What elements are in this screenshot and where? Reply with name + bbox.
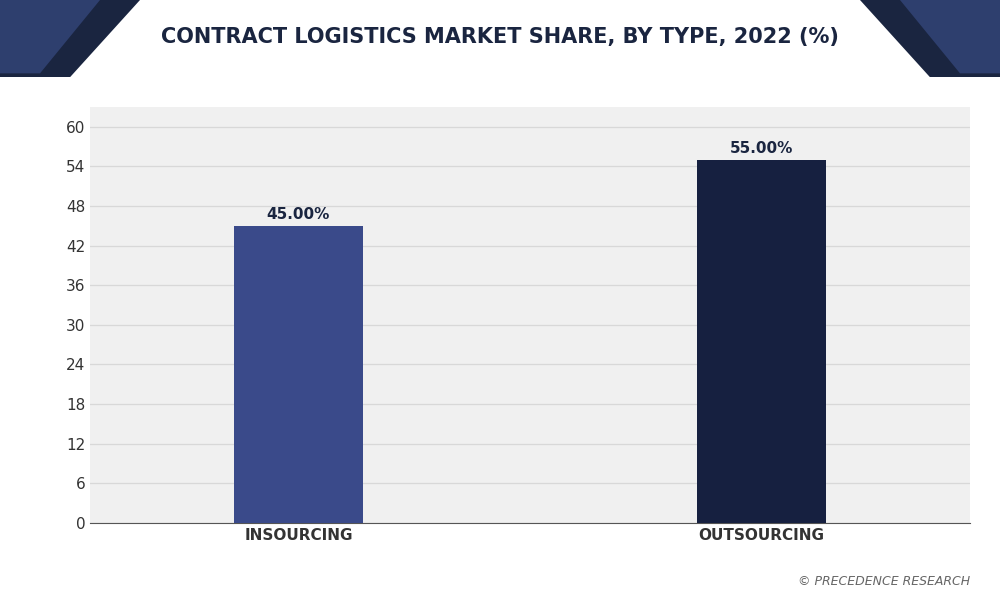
Polygon shape	[0, 0, 140, 77]
Polygon shape	[900, 0, 1000, 74]
Bar	[697, 160, 826, 523]
Bar	[234, 226, 363, 523]
Text: 55.00%: 55.00%	[730, 141, 793, 156]
Polygon shape	[0, 0, 100, 74]
Text: © PRECEDENCE RESEARCH: © PRECEDENCE RESEARCH	[798, 575, 970, 588]
Text: 45.00%: 45.00%	[267, 207, 330, 222]
Text: CONTRACT LOGISTICS MARKET SHARE, BY TYPE, 2022 (%): CONTRACT LOGISTICS MARKET SHARE, BY TYPE…	[161, 27, 839, 47]
Polygon shape	[860, 0, 1000, 77]
